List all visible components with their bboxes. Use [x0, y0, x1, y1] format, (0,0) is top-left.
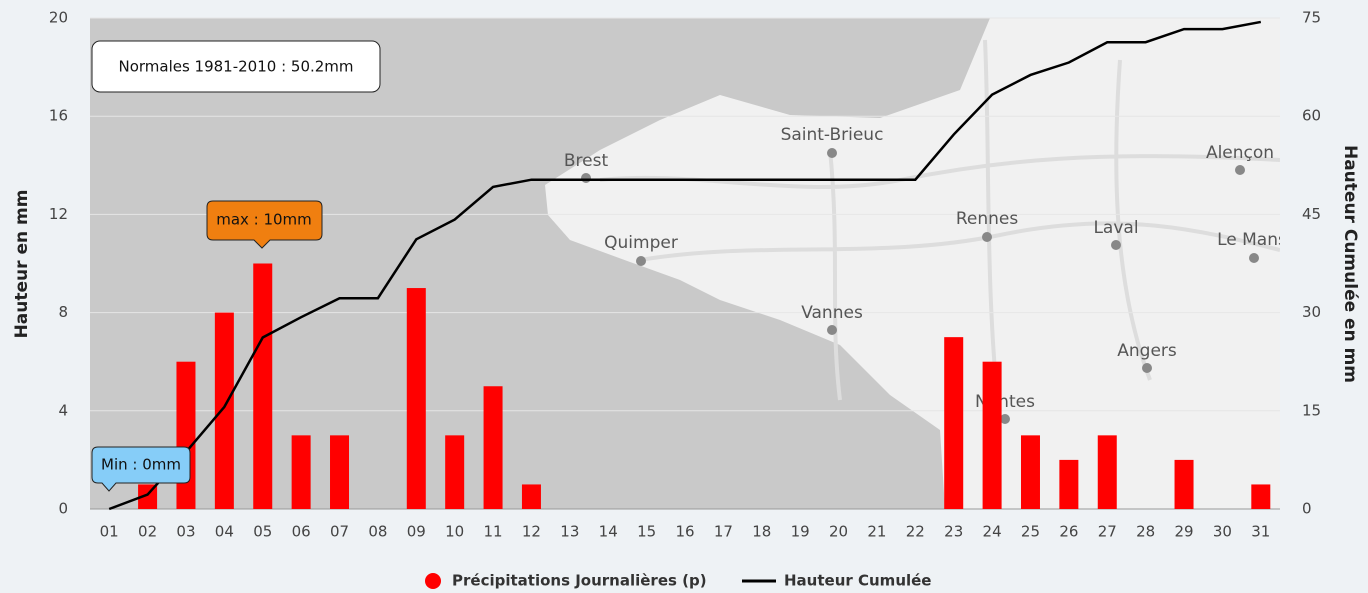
x-tick-label: 20	[829, 523, 848, 541]
x-tick-label: 13	[560, 523, 579, 541]
city-dot	[982, 232, 992, 242]
city-dot	[1000, 414, 1010, 424]
x-tick-label: 16	[675, 523, 694, 541]
bar	[982, 361, 1002, 509]
x-tick-label: 10	[445, 523, 464, 541]
x-tick-label: 26	[1059, 523, 1078, 541]
city-label: Saint-Brieuc	[781, 125, 884, 145]
x-tick-label: 17	[714, 523, 733, 541]
annotation: Normales 1981-2010 : 50.2mm	[118, 58, 353, 76]
y2-tick-label: 60	[1302, 107, 1321, 125]
bar	[291, 435, 311, 509]
x-tick-label: 04	[215, 523, 234, 541]
annotation: Min : 0mm	[101, 456, 181, 474]
x-tick-label: 24	[983, 523, 1002, 541]
bar	[1174, 459, 1194, 509]
city-label: Angers	[1117, 341, 1177, 361]
legend-label: Précipitations Journalières (p)	[452, 572, 707, 590]
x-tick-label: 29	[1174, 523, 1193, 541]
callout-box	[91, 40, 381, 93]
bar	[176, 361, 196, 509]
bar	[483, 386, 503, 509]
city-label: Le Mans	[1217, 230, 1287, 250]
x-tick-label: 14	[599, 523, 618, 541]
callout-box	[91, 446, 191, 492]
bar	[445, 435, 465, 509]
x-tick-label: 23	[944, 523, 963, 541]
line	[108, 20, 1262, 511]
city-label: Brest	[564, 151, 609, 171]
x-tick-label: 09	[407, 523, 426, 541]
y-tick-label: 20	[49, 9, 68, 27]
y-tick-label: 16	[49, 107, 68, 125]
max-callout: max : 10mm	[206, 200, 323, 249]
city-dot	[827, 148, 837, 158]
x-tick-label: 01	[100, 523, 119, 541]
y-axis-title: Hauteur en mm	[12, 190, 32, 339]
annotation: max : 10mm	[216, 211, 312, 229]
city-label: Quimper	[604, 233, 678, 253]
city-dot	[827, 325, 837, 335]
city-label: Rennes	[956, 209, 1019, 229]
bar	[1059, 459, 1079, 509]
legend-marker	[425, 573, 441, 589]
y2-axis-title: Hauteur Cumulée en mm	[1340, 145, 1360, 383]
bar	[253, 263, 273, 509]
city-dot	[581, 173, 591, 183]
x-tick-label: 18	[752, 523, 771, 541]
x-tick-label: 22	[906, 523, 925, 541]
x-tick-label: 08	[368, 523, 387, 541]
city-dot	[1142, 363, 1152, 373]
city-dot	[636, 256, 646, 266]
x-tick-label: 21	[867, 523, 886, 541]
x-tick-label: 12	[522, 523, 541, 541]
bar	[1251, 484, 1271, 509]
x-tick-label: 05	[253, 523, 272, 541]
city-dot	[1235, 165, 1245, 175]
bar	[1097, 435, 1117, 509]
x-tick-label: 03	[176, 523, 195, 541]
x-tick-label: 06	[292, 523, 311, 541]
city-label: Laval	[1093, 218, 1138, 238]
bar	[330, 435, 350, 509]
city-dot	[1249, 253, 1259, 263]
y-tick-label: 4	[58, 401, 68, 419]
bar	[944, 337, 964, 509]
map-background	[90, 18, 1280, 509]
y-tick-label: 0	[58, 500, 68, 518]
y2-tick-label: 0	[1302, 500, 1312, 518]
x-tick-label: 30	[1213, 523, 1232, 541]
land	[545, 18, 1280, 509]
x-tick-label: 31	[1251, 523, 1270, 541]
city-dot	[1111, 240, 1121, 250]
min-callout: Min : 0mm	[91, 446, 191, 492]
y2-tick-label: 75	[1302, 9, 1321, 27]
x-tick-label: 19	[791, 523, 810, 541]
y-tick-label: 8	[58, 303, 68, 321]
x-tick-label: 02	[138, 523, 157, 541]
y2-tick-label: 15	[1302, 401, 1321, 419]
x-tick-label: 27	[1098, 523, 1117, 541]
y2-tick-label: 45	[1302, 205, 1321, 223]
x-tick-label: 07	[330, 523, 349, 541]
x-tick-label: 28	[1136, 523, 1155, 541]
y-tick-label: 12	[49, 205, 68, 223]
bar	[1020, 435, 1040, 509]
x-tick-label: 25	[1021, 523, 1040, 541]
bar	[214, 312, 234, 509]
bar	[521, 484, 541, 509]
bar	[406, 288, 426, 509]
city-label: Alençon	[1206, 143, 1274, 163]
callout-box	[206, 200, 323, 249]
y2-tick-label: 30	[1302, 303, 1321, 321]
x-tick-label: 15	[637, 523, 656, 541]
city-label: Vannes	[801, 303, 863, 323]
normal-callout: Normales 1981-2010 : 50.2mm	[91, 40, 381, 93]
x-tick-label: 11	[484, 523, 503, 541]
legend-label: Hauteur Cumulée	[784, 572, 931, 590]
